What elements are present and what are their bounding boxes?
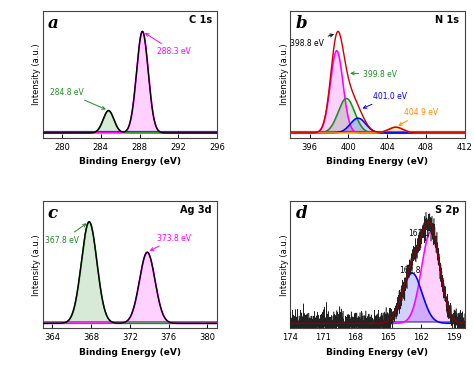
X-axis label: Binding Energy (eV): Binding Energy (eV) [327,348,428,357]
Text: 367.8 eV: 367.8 eV [46,224,86,245]
X-axis label: Binding Energy (eV): Binding Energy (eV) [79,158,181,166]
Text: 162.8: 162.8 [399,262,420,275]
Text: 284.8 eV: 284.8 eV [50,88,105,109]
X-axis label: Binding Energy (eV): Binding Energy (eV) [79,348,181,357]
Text: N 1s: N 1s [435,15,459,25]
Text: c: c [48,205,58,222]
Text: d: d [295,205,307,222]
Text: a: a [48,15,59,32]
Text: 404.9 eV: 404.9 eV [399,108,438,125]
Y-axis label: Intensity (a.u.): Intensity (a.u.) [280,44,289,106]
Text: b: b [295,15,307,32]
Text: 399.8 eV: 399.8 eV [351,69,397,79]
Text: 398.8 eV: 398.8 eV [290,34,333,48]
Y-axis label: Intensity (a.u.): Intensity (a.u.) [32,234,41,296]
Y-axis label: Intensity (a.u.): Intensity (a.u.) [32,44,41,106]
Text: C 1s: C 1s [189,15,212,25]
Text: 161.1: 161.1 [408,226,429,238]
Text: 288.3 eV: 288.3 eV [146,34,191,56]
Y-axis label: Intensity (a.u.): Intensity (a.u.) [280,234,289,296]
Text: 373.8 eV: 373.8 eV [151,234,191,251]
Text: Ag 3d: Ag 3d [180,205,212,215]
Text: S 2p: S 2p [435,205,459,215]
X-axis label: Binding Energy (eV): Binding Energy (eV) [327,158,428,166]
Text: 401.0 eV: 401.0 eV [364,92,407,108]
